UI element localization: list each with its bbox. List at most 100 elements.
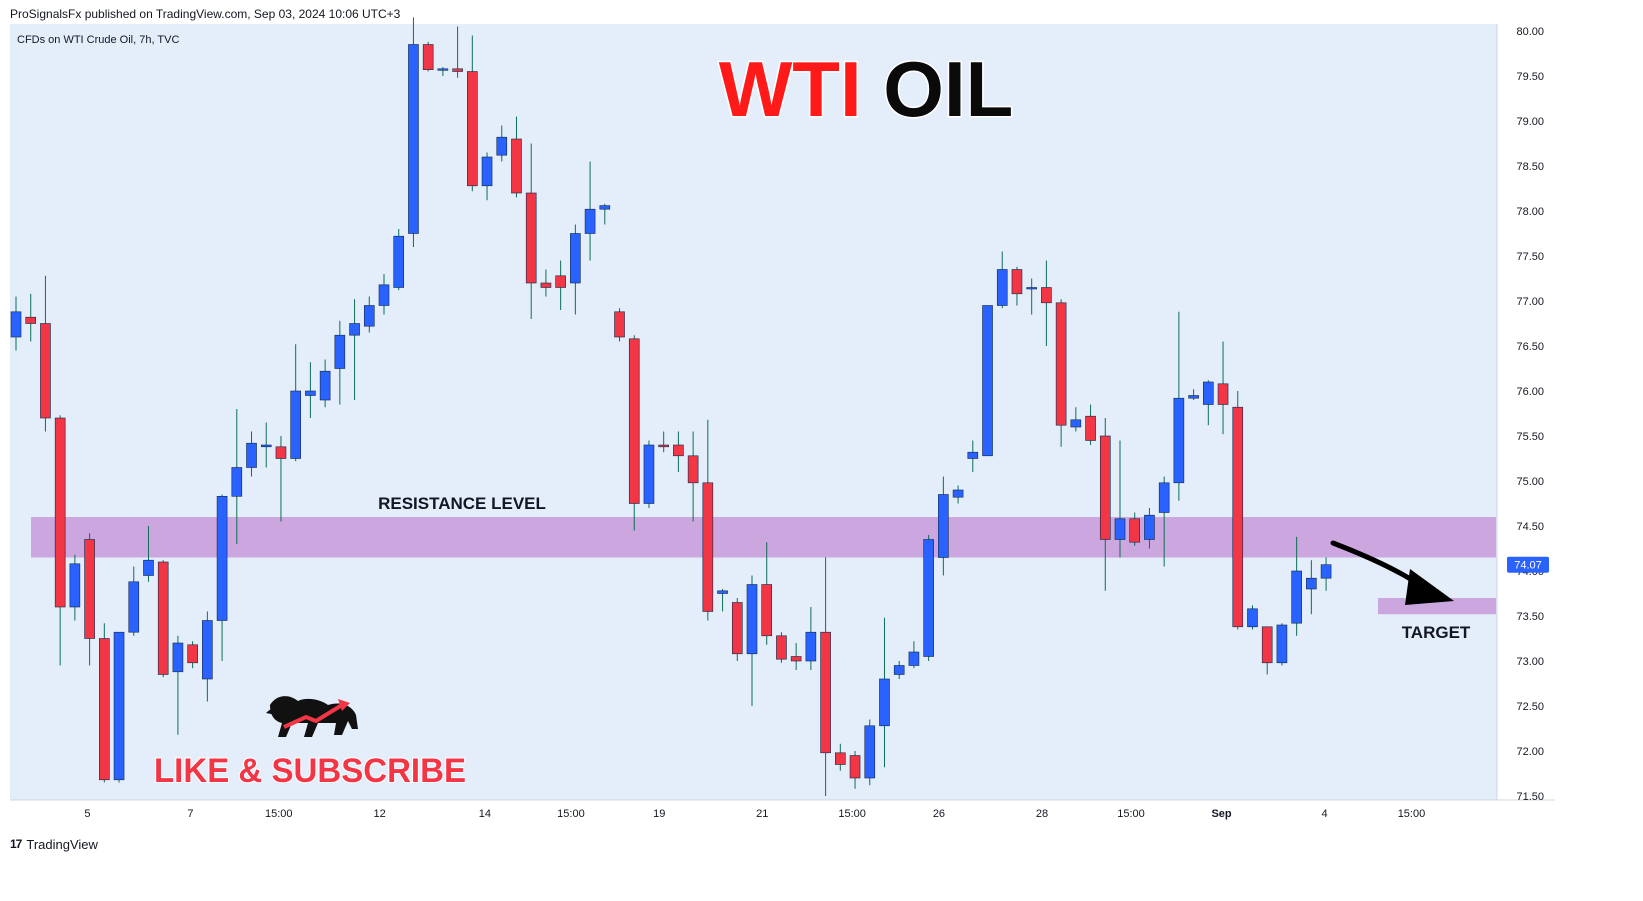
- candle-body: [290, 390, 301, 459]
- candle-body: [1217, 383, 1229, 405]
- candle-body: [879, 678, 890, 727]
- candle-body: [231, 467, 243, 497]
- candle-body: [113, 631, 125, 781]
- price-tick-label: 77.00: [1516, 296, 1544, 308]
- price-tick-label: 79.50: [1516, 71, 1544, 83]
- last-price-badge: [1507, 556, 1549, 573]
- candle-body: [628, 338, 640, 504]
- candle-body: [1129, 518, 1141, 543]
- candle-body: [1041, 287, 1052, 304]
- price-tick-label: 74.50: [1516, 521, 1544, 533]
- price-tick-label: 71.50: [1516, 791, 1544, 803]
- candle-body: [1173, 397, 1185, 484]
- candle-body: [1070, 419, 1082, 428]
- candle-body: [893, 665, 905, 675]
- chart-title-part: OIL: [883, 45, 1013, 133]
- candle-body: [540, 282, 552, 288]
- candle-body: [84, 539, 95, 639]
- candle-body: [1306, 577, 1317, 590]
- time-tick-label: 15:00: [838, 808, 866, 820]
- candle-body: [1085, 415, 1096, 441]
- candle-body: [805, 631, 817, 662]
- time-tick-label: 5: [84, 808, 90, 820]
- candle-body: [1099, 435, 1111, 540]
- price-tick-label: 78.50: [1516, 161, 1544, 173]
- target-label: TARGET: [1402, 623, 1471, 642]
- candle-body: [820, 631, 831, 754]
- candle-body: [746, 584, 758, 655]
- candle-body: [216, 495, 228, 621]
- candle-body: [776, 635, 787, 660]
- time-tick-label: Sep: [1211, 808, 1231, 820]
- time-tick-label: 19: [653, 808, 665, 820]
- time-tick-label: 15:00: [1398, 808, 1426, 820]
- price-tick-label: 73.00: [1516, 656, 1544, 668]
- candle-body: [143, 559, 154, 576]
- candle-body: [452, 68, 463, 72]
- candle-body: [128, 581, 140, 633]
- candle-body: [25, 316, 37, 324]
- candle-body: [643, 444, 655, 504]
- footer: 17 TradingView: [10, 835, 98, 853]
- candle-body: [408, 44, 419, 234]
- candle-body: [658, 444, 669, 448]
- candle-body: [187, 644, 198, 664]
- candle-body: [349, 323, 360, 336]
- candle-body: [54, 417, 66, 608]
- candle-body: [1276, 624, 1288, 664]
- candle-body: [422, 44, 434, 71]
- candle-body: [1188, 395, 1199, 399]
- candle-body: [319, 370, 331, 401]
- candle-body: [393, 235, 405, 288]
- chart-title: WTI OIL: [719, 45, 1014, 133]
- publisher-header: ProSignalsFx published on TradingView.co…: [10, 7, 401, 21]
- time-tick-label: 7: [187, 808, 193, 820]
- candle-body: [717, 590, 728, 594]
- candle-body: [378, 284, 390, 306]
- candle-body: [967, 451, 979, 459]
- candle-body: [157, 561, 169, 675]
- candle-body: [1247, 608, 1258, 628]
- time-tick-label: 4: [1322, 808, 1328, 820]
- candle-body: [260, 444, 272, 448]
- time-tick-label: 15:00: [1117, 808, 1145, 820]
- candle-body: [202, 620, 213, 680]
- candle-body: [511, 138, 522, 194]
- candle-body: [982, 305, 993, 457]
- price-tick-label: 76.00: [1516, 386, 1544, 398]
- candle-body: [790, 656, 802, 662]
- candle-body: [437, 68, 449, 71]
- candle-body: [1158, 482, 1170, 513]
- last-price-label: 74.07: [1514, 560, 1542, 572]
- candle-body: [849, 755, 861, 779]
- candle-body: [496, 136, 508, 156]
- price-tick-label: 72.00: [1516, 746, 1544, 758]
- candle-body: [584, 208, 596, 234]
- candle-body: [334, 334, 346, 369]
- price-tick-label: 75.50: [1516, 431, 1544, 443]
- price-tick-label: 80.00: [1516, 26, 1544, 38]
- tradingview-logo-icon: 17: [10, 837, 22, 851]
- time-tick-label: 21: [756, 808, 768, 820]
- candle-body: [1320, 564, 1332, 579]
- candle-body: [467, 71, 478, 187]
- candle-body: [481, 156, 493, 187]
- candle-body: [363, 305, 375, 327]
- price-tick-label: 75.00: [1516, 476, 1544, 488]
- price-tick-label: 78.00: [1516, 206, 1544, 218]
- price-axis[interactable]: [1497, 24, 1555, 800]
- chart-title-part: WTI: [719, 45, 884, 133]
- candle-body: [1011, 269, 1023, 295]
- candle-body: [555, 275, 566, 288]
- price-tick-label: 77.50: [1516, 251, 1544, 263]
- candle-body: [40, 323, 51, 419]
- arrow-icon: [1330, 540, 1454, 605]
- candle-body: [687, 455, 699, 484]
- candle-body: [908, 651, 920, 666]
- candle-body: [673, 444, 684, 457]
- candle-body: [614, 311, 625, 338]
- time-tick-label: 12: [373, 808, 385, 820]
- resistance-level-label: RESISTANCE LEVEL: [378, 494, 546, 513]
- candle-body: [275, 446, 287, 459]
